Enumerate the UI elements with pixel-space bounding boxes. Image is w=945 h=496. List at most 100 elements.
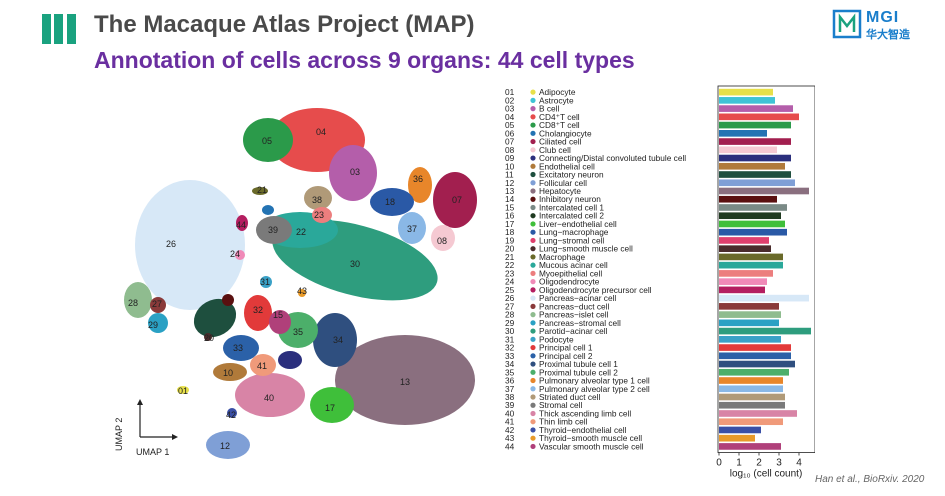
cluster-13 [335, 335, 475, 425]
label-30: 30 [350, 259, 360, 269]
legend-swatch [530, 262, 536, 268]
legend-label: CD8⁺T cell [539, 120, 580, 130]
legend-id: 22 [505, 260, 515, 270]
legend-label: Pancreas−islet cell [539, 310, 609, 320]
cluster-36 [408, 167, 432, 203]
bar-05 [719, 121, 791, 129]
legend-label: Mucous acinar cell [539, 260, 608, 270]
legend-label: Thick ascending limb cell [539, 408, 631, 418]
bar-35 [719, 368, 789, 376]
legend-id: 33 [505, 351, 515, 361]
cluster-31 [260, 276, 272, 288]
cluster-06 [262, 205, 274, 215]
legend-label: Proximal tubule cell 2 [539, 367, 618, 377]
legend-swatch [530, 106, 536, 112]
label-21: 21 [257, 185, 267, 195]
cluster-26 [135, 180, 245, 310]
legend-swatch [530, 344, 536, 351]
legend-swatch [530, 386, 536, 392]
legend-label: Oligodendrocyte precursor cell [539, 285, 652, 295]
legend-id: 15 [505, 202, 515, 212]
bar-43 [719, 434, 755, 442]
cluster-28 [124, 282, 152, 318]
x-axis-label: log₁₀ (cell count) [730, 469, 803, 480]
bar-15 [719, 204, 787, 211]
label-36: 36 [413, 174, 423, 184]
label-32: 32 [253, 305, 263, 315]
legend-swatch [530, 229, 536, 235]
legend-label: Macrophage [539, 252, 586, 262]
legend-swatch [530, 254, 536, 260]
legend-id: 32 [505, 343, 515, 353]
legend-swatch [530, 279, 536, 285]
label-01: 01 [178, 386, 188, 396]
label-42: 42 [226, 410, 236, 420]
legend-swatch [530, 196, 536, 202]
bar-04 [719, 113, 799, 121]
umap-cluster-labels: 04 05 03 26 30 22 39 38 23 36 07 18 37 0… [128, 127, 462, 451]
label-28: 28 [128, 298, 138, 308]
legend-id: 36 [505, 376, 515, 386]
label-20: 20 [204, 333, 214, 343]
legend-id: 44 [505, 441, 515, 451]
cluster-15-area [269, 310, 291, 334]
legend-id: 21 [505, 252, 515, 262]
umap-clusters [124, 108, 477, 459]
cluster-20 [204, 333, 212, 341]
legend-label: Lung−smooth muscle cell [539, 244, 633, 254]
legend-id: 08 [505, 145, 515, 155]
legend-swatch [530, 147, 536, 153]
legend-label: Cholangiocyte [539, 128, 592, 138]
legend-id: 11 [505, 170, 514, 180]
label-41: 41 [257, 361, 267, 371]
legend-label: Thyroid−endothelial cell [539, 425, 627, 435]
bar-10 [719, 162, 785, 170]
label-29: 29 [148, 320, 158, 330]
legend-id: 12 [505, 178, 515, 188]
legend-label: Astrocyte [539, 95, 574, 105]
legend-id: 37 [505, 384, 515, 394]
legend-swatch [530, 246, 536, 252]
umap-xlabel: UMAP 1 [136, 447, 169, 457]
legend-swatch [530, 287, 536, 293]
legend-id: 23 [505, 268, 515, 278]
bar-13 [719, 187, 809, 195]
bar-06 [719, 130, 767, 137]
legend-swatch [530, 303, 536, 309]
label-05: 05 [262, 136, 272, 146]
cluster-33 [223, 335, 259, 361]
legend-label: Striated duct cell [539, 392, 600, 402]
bar-09 [719, 154, 791, 162]
legend-label: Pulmonary alveolar type 2 cell [539, 384, 650, 394]
label-27: 27 [152, 299, 162, 309]
label-26: 26 [166, 239, 176, 249]
legend-swatch [530, 270, 536, 276]
cluster-32 [244, 295, 272, 331]
bar-30 [719, 327, 811, 335]
legend-swatch [530, 204, 536, 211]
cluster-01 [177, 386, 189, 394]
legend-swatch [530, 320, 536, 326]
label-33: 33 [233, 343, 243, 353]
logo-text-mgi: MGI [866, 9, 900, 26]
legend-swatch [530, 188, 536, 194]
cluster-44 [236, 215, 248, 231]
cluster-21 [252, 187, 268, 195]
legend-id: 18 [505, 227, 515, 237]
label-31: 31 [260, 277, 270, 287]
legend-id: 20 [505, 244, 515, 254]
legend-label: CD4⁺T cell [539, 112, 580, 122]
legend-id: 07 [505, 137, 515, 147]
legend-swatch [530, 361, 536, 367]
bar-38 [719, 393, 785, 401]
legend-swatch [530, 394, 536, 400]
legend-swatch [530, 312, 536, 318]
mgi-logo-icon [832, 9, 862, 39]
bar-11 [719, 171, 791, 178]
bar-19 [719, 237, 769, 244]
bar-44 [719, 443, 781, 450]
legend-id: 01 [505, 87, 515, 97]
legend-swatch [530, 130, 536, 136]
legend-swatch [530, 180, 536, 186]
bar-42 [719, 426, 761, 434]
